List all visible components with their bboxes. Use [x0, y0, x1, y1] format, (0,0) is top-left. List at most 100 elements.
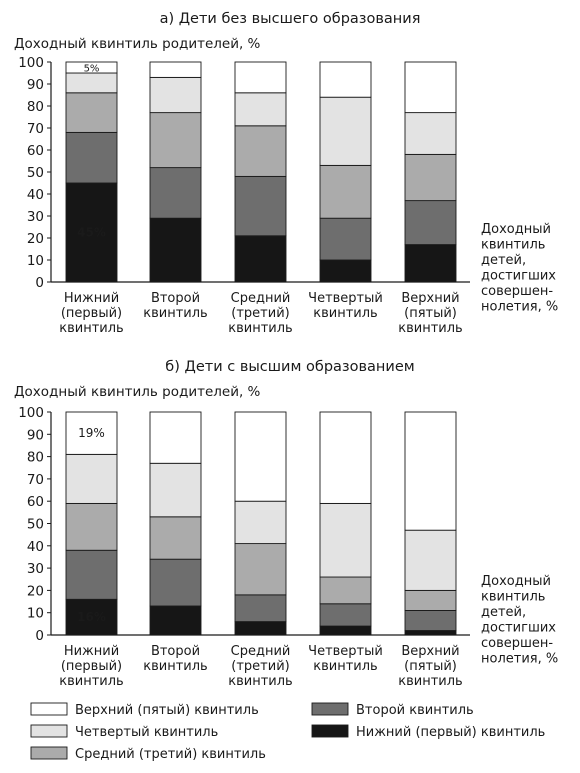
chart-title: б) Дети с высшим образованием — [165, 359, 414, 375]
legend-item: Нижний (первый) квинтиль — [311, 724, 545, 740]
bar-segment — [149, 217, 202, 283]
bar-segment — [149, 462, 202, 518]
bar-segment — [319, 259, 372, 283]
bar-segment — [319, 625, 372, 636]
x-tick-label: Четвертый — [308, 644, 383, 659]
bar-segment — [404, 589, 457, 611]
legend-label: Верхний (пятый) квинтиль — [75, 703, 259, 718]
x-axis-label: детей, — [481, 253, 526, 268]
chart-panel-1: а) Дети без высшего образования Доходный … — [14, 11, 558, 336]
legend-swatch — [30, 746, 68, 760]
bar-segment — [65, 549, 118, 600]
bar-segment — [404, 61, 457, 114]
bar-segment — [65, 72, 118, 94]
bar-segment — [319, 576, 372, 605]
y-tick-label: 0 — [35, 628, 44, 644]
y-tick-label: 30 — [27, 209, 44, 225]
x-tick-label: квинтиль — [228, 321, 292, 336]
x-tick-label: квинтиль — [59, 674, 123, 689]
legend-item: Верхний (пятый) квинтиль — [30, 702, 259, 718]
x-axis-label: Доходный — [481, 222, 551, 237]
x-tick-label: Верхний — [401, 291, 459, 306]
bar-segment — [149, 112, 202, 169]
legend-item: Средний (третий) квинтиль — [30, 746, 266, 762]
bar-segment — [149, 411, 202, 464]
x-tick-label: (первый) — [61, 306, 122, 321]
y-tick-label: 30 — [27, 561, 44, 577]
legend-swatch — [30, 724, 68, 738]
legend-label: Второй квинтиль — [356, 703, 474, 718]
x-axis-label: достигших — [481, 621, 556, 636]
bar-segment — [149, 558, 202, 607]
bar-segment — [65, 598, 118, 636]
chart-title: а) Дети без высшего образования — [160, 11, 421, 27]
legend-swatch — [311, 702, 349, 716]
bar-segment — [149, 605, 202, 636]
y-axis-label: Доходный квинтиль родителей, % — [14, 36, 261, 52]
bar-segment — [149, 76, 202, 114]
y-tick-label: 60 — [27, 494, 44, 510]
x-tick-label: Средний — [231, 291, 291, 306]
bar-segment — [149, 61, 202, 78]
x-tick-label: (третий) — [231, 659, 289, 674]
data-label: 16% — [77, 610, 106, 624]
data-label: 5% — [84, 64, 100, 75]
x-tick-label: Средний — [231, 644, 291, 659]
bar-segment — [234, 621, 287, 636]
legend-label: Средний (третий) квинтиль — [75, 747, 266, 762]
bar-segment — [234, 500, 287, 545]
x-axis-label: детей, — [481, 605, 526, 620]
bar-segment — [234, 175, 287, 237]
x-tick-label: квинтиль — [59, 321, 123, 336]
y-tick-label: 10 — [27, 253, 44, 269]
x-tick-label: квинтиль — [398, 674, 462, 689]
x-axis-label: совершен- — [481, 636, 553, 651]
bar-segment — [404, 244, 457, 283]
x-tick-label: Нижний — [64, 644, 119, 659]
x-tick-label: Второй — [151, 291, 200, 306]
y-tick-label: 90 — [27, 77, 44, 93]
bar-segment — [65, 182, 118, 283]
bar-segment — [65, 502, 118, 551]
bar-segment — [319, 96, 372, 166]
x-tick-label: квинтиль — [313, 659, 377, 674]
legend-item: Четвертый квинтиль — [30, 724, 218, 740]
bar-segment — [319, 61, 372, 98]
y-tick-label: 50 — [27, 165, 44, 181]
x-tick-label: квинтиль — [228, 674, 292, 689]
bar-segment — [234, 411, 287, 502]
bar-segment — [404, 112, 457, 155]
legend: Верхний (пятый) квинтиль Второй квинтиль Ч… — [30, 702, 545, 762]
y-tick-label: 20 — [27, 583, 44, 599]
bar-segment — [234, 61, 287, 94]
bar-segment — [149, 167, 202, 219]
bar-segment — [234, 594, 287, 623]
x-axis-label: нолетия, % — [481, 300, 558, 315]
bar-segment — [234, 543, 287, 596]
y-tick-label: 10 — [27, 606, 44, 622]
bar-segment — [404, 200, 457, 246]
x-axis-label: совершен- — [481, 284, 553, 299]
y-tick-label: 60 — [27, 143, 44, 159]
y-tick-label: 100 — [18, 55, 44, 71]
bar-segment — [65, 61, 118, 74]
x-tick-label: Верхний — [401, 644, 459, 659]
x-tick-label: (пятый) — [404, 659, 457, 674]
bar-segment — [149, 516, 202, 560]
bar-segment — [404, 630, 457, 636]
legend-label: Нижний (первый) квинтиль — [356, 725, 545, 740]
bar-segment — [319, 603, 372, 627]
chart-panel-2: б) Дети с высшим образованием Доходный кв… — [14, 359, 558, 689]
x-tick-label: квинтиль — [143, 306, 207, 321]
bar-segment — [65, 411, 118, 455]
x-tick-label: (третий) — [231, 306, 289, 321]
data-label: 19% — [78, 426, 105, 440]
x-axis-label: достигших — [481, 269, 556, 284]
bar-segment — [65, 92, 118, 133]
x-tick-label: Четвертый — [308, 291, 383, 306]
bar-segment — [404, 411, 457, 531]
x-axis-label: квинтиль — [481, 238, 545, 253]
legend-label: Четвертый квинтиль — [75, 725, 218, 740]
x-tick-label: (первый) — [61, 659, 122, 674]
